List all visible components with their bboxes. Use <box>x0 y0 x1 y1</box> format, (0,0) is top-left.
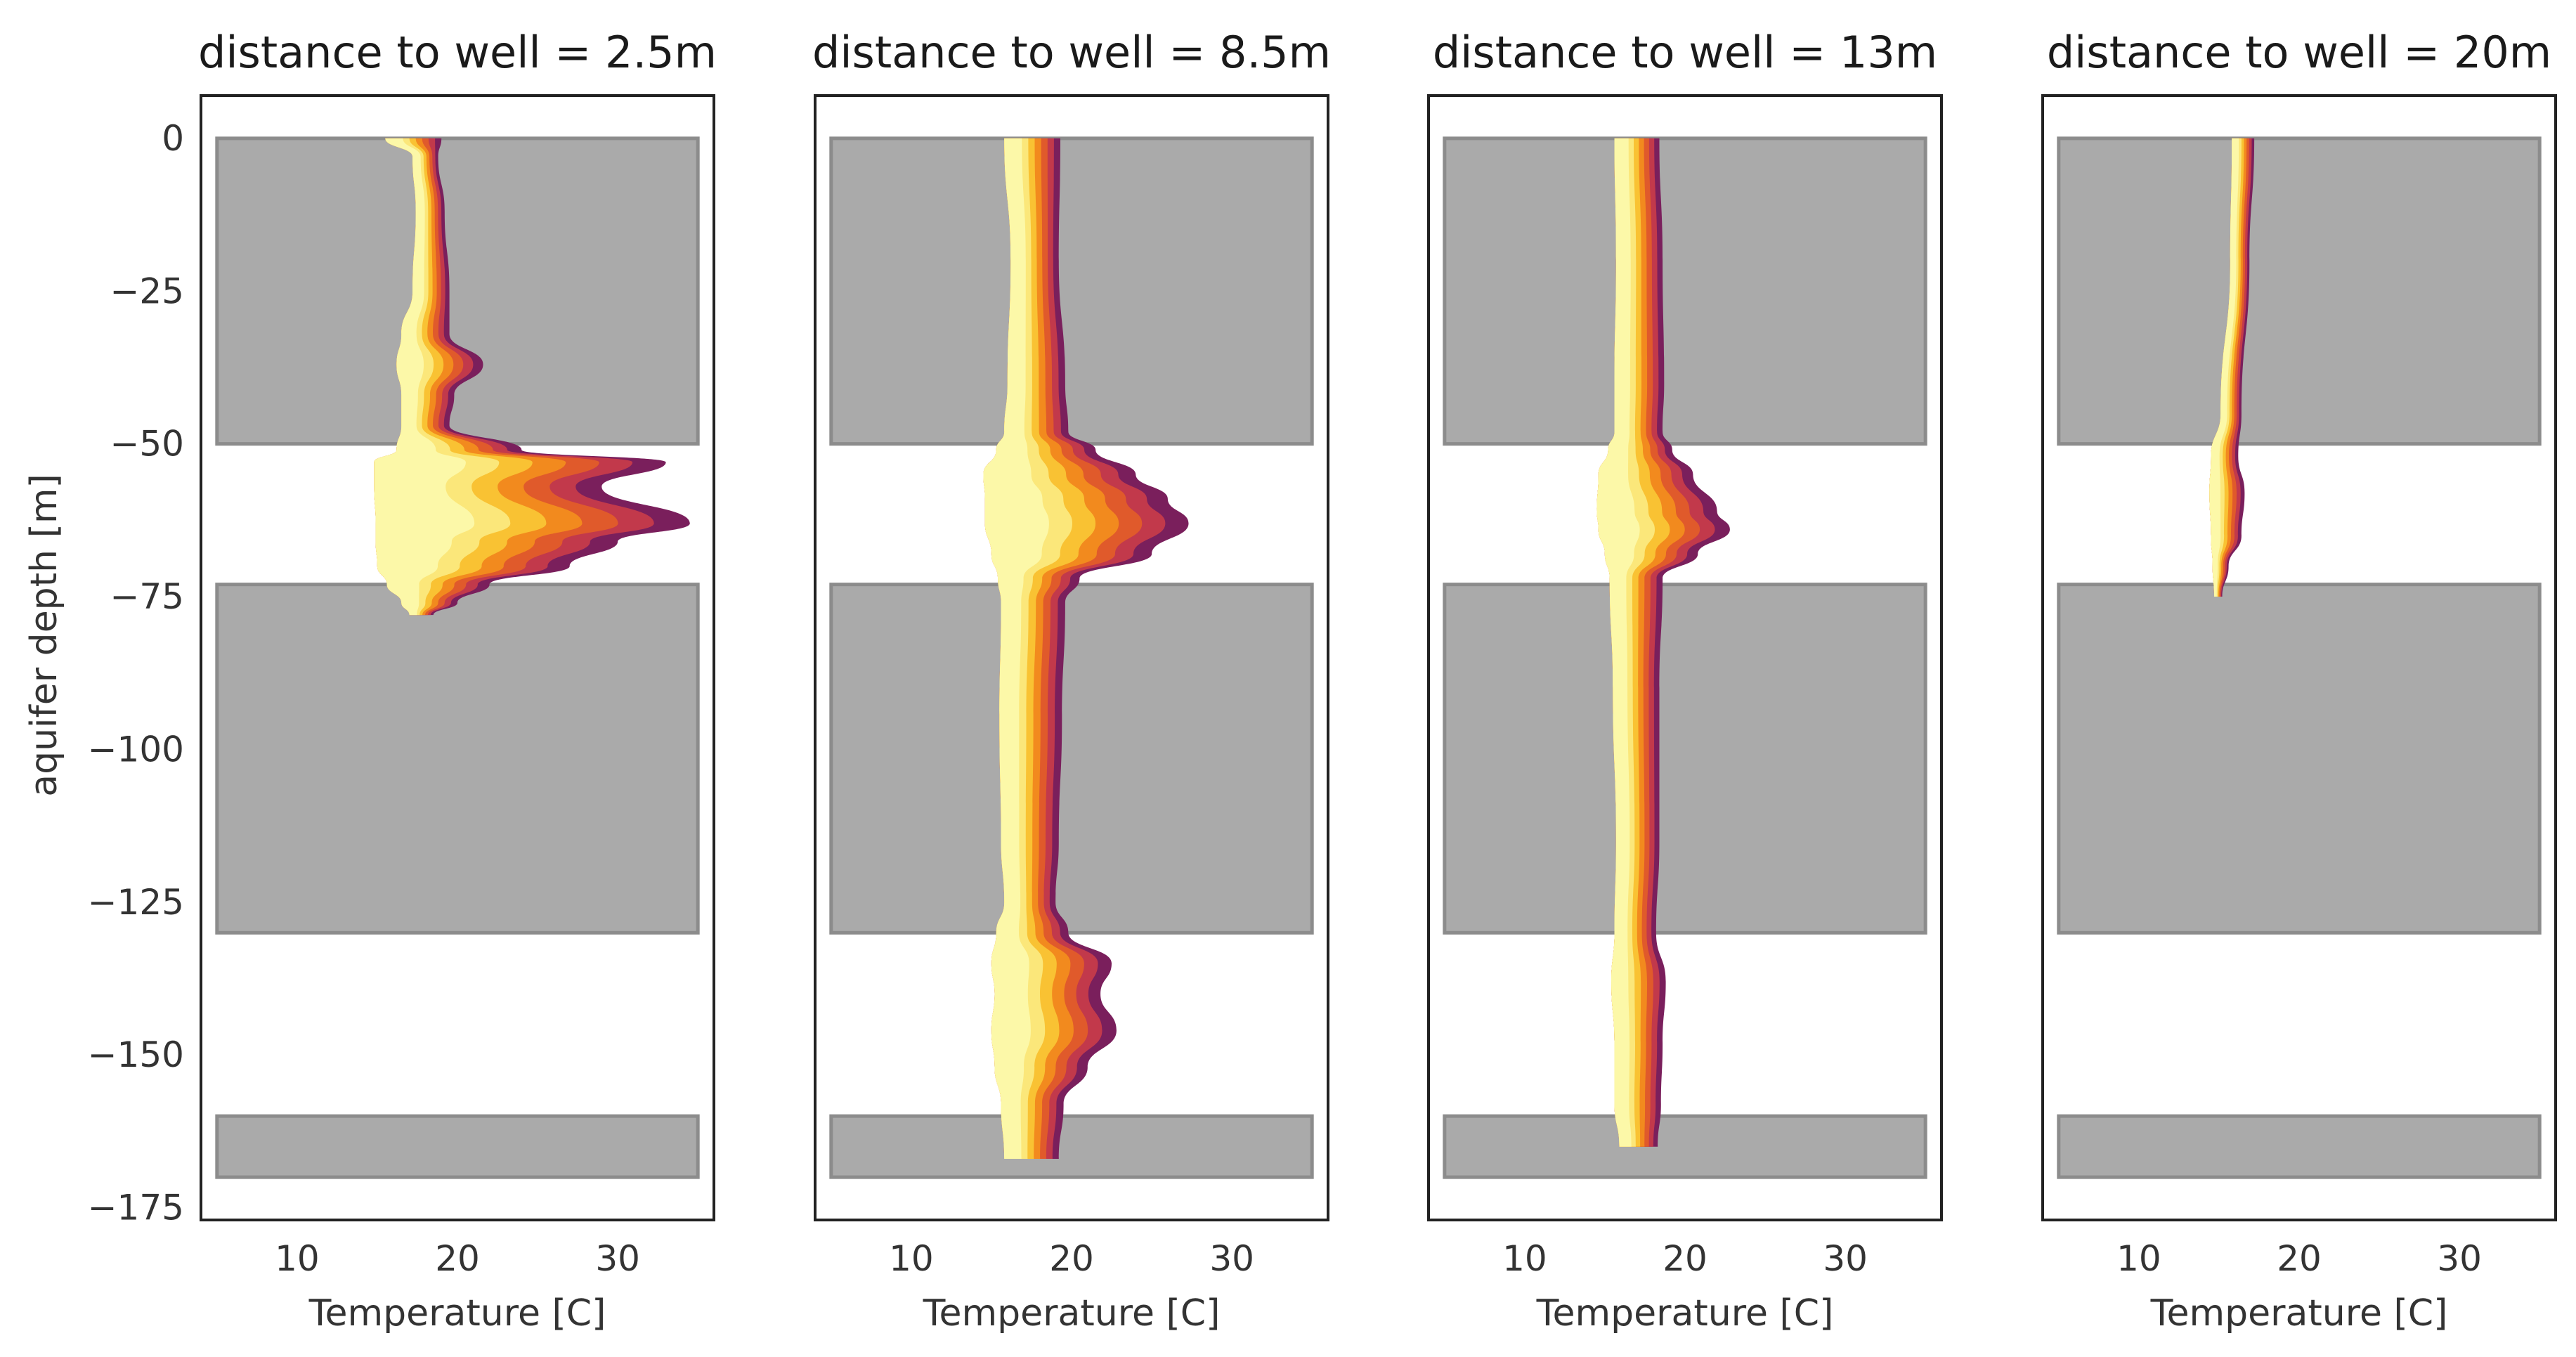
y-tick-label: −75 <box>110 576 184 617</box>
panel-4: distance to well = 20m 10 20 30 Temperature … <box>2041 27 2557 1335</box>
clay-layer-3 <box>215 1114 700 1179</box>
axes-frame <box>2041 94 2557 1221</box>
x-tick-label: 10 <box>889 1238 934 1279</box>
clay-layer-2 <box>215 583 700 935</box>
temperature-band-7 <box>983 138 1049 1159</box>
y-tick-label: −150 <box>88 1034 184 1075</box>
y-tick-label: −175 <box>88 1188 184 1228</box>
panels: distance to well = 2.5m 10 20 30 Temperature… <box>88 27 2557 1335</box>
x-tick-label: 30 <box>2437 1238 2482 1279</box>
y-tick-label: 0 <box>162 118 184 159</box>
panel-title: distance to well = 20m <box>2047 27 2551 78</box>
clay-layer-1 <box>215 136 700 446</box>
x-tick-label: 10 <box>275 1238 320 1279</box>
panel-1: distance to well = 2.5m 10 20 30 Temperature… <box>88 27 717 1335</box>
clay-layer-2 <box>829 583 1314 935</box>
x-tick-label: 30 <box>595 1238 640 1279</box>
panel-2: distance to well = 8.5m 10 20 30 Temperature… <box>812 27 1331 1335</box>
clay-layer-2 <box>2057 583 2542 935</box>
x-tick-label: 20 <box>2277 1238 2322 1279</box>
clay-layer-1 <box>829 136 1314 446</box>
y-tick-label: −125 <box>88 882 184 923</box>
x-tick-label: 20 <box>1663 1238 1707 1279</box>
x-tick-label: 30 <box>1823 1238 1868 1279</box>
x-axis-label: Temperature [C] <box>308 1292 606 1335</box>
temperature-band-7 <box>374 138 475 616</box>
axes-frame <box>200 94 715 1221</box>
y-tick-label: −100 <box>88 729 184 770</box>
temperature-band-7 <box>2209 138 2239 597</box>
x-tick-label: 30 <box>1209 1238 1254 1279</box>
x-tick-label: 20 <box>435 1238 480 1279</box>
clay-layer-2 <box>1443 583 1927 935</box>
clay-layer-1 <box>2057 136 2542 446</box>
clay-layer-1 <box>1443 136 1927 446</box>
x-tick-label: 10 <box>2116 1238 2161 1279</box>
x-axis-label: Temperature [C] <box>2150 1292 2448 1335</box>
panel-title: distance to well = 8.5m <box>812 27 1331 78</box>
axes-frame <box>1427 94 1943 1221</box>
axes-frame <box>814 94 1329 1221</box>
panel-3: distance to well = 13m 10 20 30 Temperature … <box>1427 27 1943 1335</box>
y-tick-label: −50 <box>110 424 184 465</box>
panel-title: distance to well = 13m <box>1433 27 1937 78</box>
y-tick-label: −25 <box>110 271 184 311</box>
clay-layer-3 <box>829 1114 1314 1179</box>
clay-layer-3 <box>2057 1114 2542 1179</box>
clay-layer-3 <box>1443 1114 1927 1179</box>
temperature-band-7 <box>1596 138 1640 1147</box>
x-axis-label: Temperature [C] <box>923 1292 1221 1335</box>
y-axis-label: aquifer depth [m] <box>23 474 65 797</box>
x-tick-label: 10 <box>1502 1238 1547 1279</box>
x-tick-label: 20 <box>1049 1238 1094 1279</box>
panel-title: distance to well = 2.5m <box>198 27 717 78</box>
x-axis-label: Temperature [C] <box>1536 1292 1834 1335</box>
